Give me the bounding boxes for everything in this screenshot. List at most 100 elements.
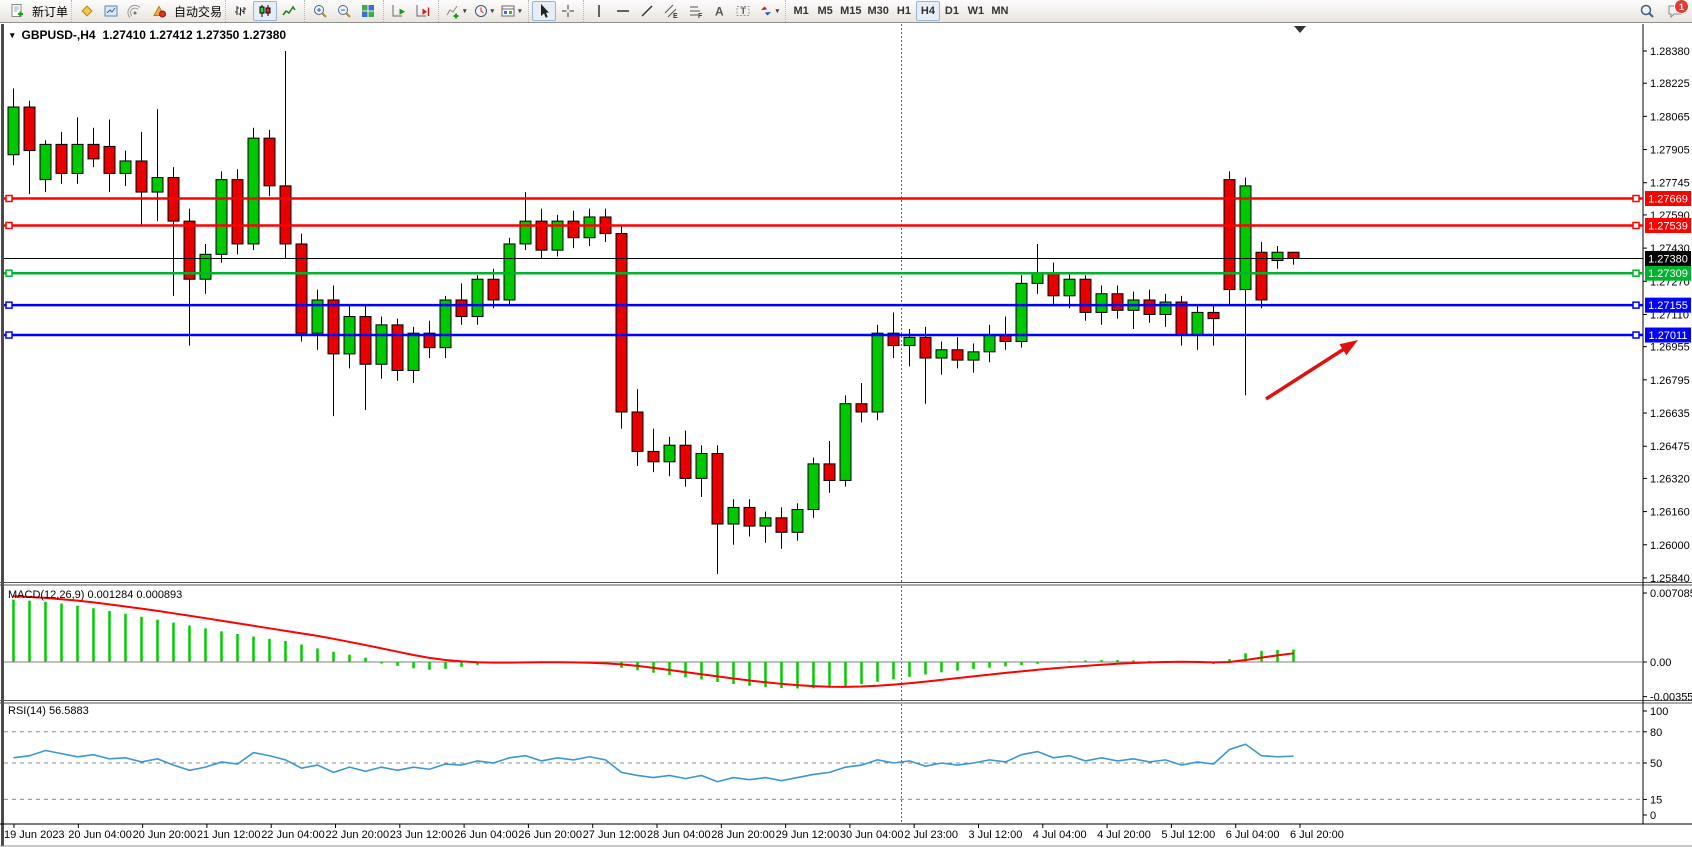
signals-button[interactable] — [123, 1, 147, 21]
line-handle[interactable] — [5, 301, 13, 309]
zoom-out-button[interactable] — [332, 1, 356, 21]
candle-body — [279, 185, 292, 245]
candle-body — [471, 278, 484, 318]
line-handle[interactable] — [1632, 301, 1640, 309]
line-handle[interactable] — [1632, 194, 1640, 203]
rsi-tick-label: 0 — [1650, 810, 1656, 822]
tf-m5-button[interactable]: M5 — [813, 1, 837, 21]
toolbar-group: 自动交易 — [71, 0, 225, 22]
crosshair-button[interactable] — [556, 1, 580, 21]
chart-shift-marker-icon[interactable] — [1294, 26, 1306, 33]
price-tick-label: 1.25840 — [1650, 573, 1690, 585]
candle-body — [711, 452, 724, 525]
candle-body — [791, 509, 804, 533]
candlestick-chart-button[interactable] — [253, 1, 278, 21]
tf-d1-button[interactable]: D1 — [940, 1, 964, 21]
zoom-in-button[interactable] — [308, 1, 332, 21]
line-chart-icon — [282, 5, 296, 16]
tf-mn-button[interactable]: MN — [988, 1, 1012, 21]
trend-arrow-line[interactable] — [1265, 347, 1345, 401]
candle-body — [1111, 293, 1124, 311]
dropdown-arrow-icon[interactable]: ▾ — [775, 7, 780, 15]
channel-button[interactable]: E — [659, 1, 683, 21]
price-line-tag — [1645, 327, 1691, 343]
line-handle[interactable] — [5, 331, 13, 339]
macd-tick-label: 0.007085 — [1650, 588, 1692, 600]
candle-body — [327, 299, 340, 355]
candle-body — [1175, 301, 1188, 336]
tf-m15-button[interactable]: M15 — [837, 1, 864, 21]
candle-body — [487, 278, 500, 301]
toolbar-group: ▾ ▾ ▾ — [438, 0, 528, 22]
trendline-button[interactable] — [635, 1, 659, 21]
metaeditor-button[interactable] — [75, 1, 99, 21]
time-tick-label: 19 Jun 2023 — [4, 829, 65, 841]
price-line-tag-label: 1.27011 — [1649, 330, 1688, 342]
vline-button[interactable] — [587, 1, 611, 21]
notifications-button[interactable]: 1 — [1664, 0, 1689, 21]
indicator-plus-icon — [446, 5, 459, 19]
tf-h1-button[interactable]: H1 — [892, 1, 916, 21]
autotrading-button[interactable] — [147, 1, 171, 21]
candle-body — [951, 349, 964, 361]
dropdown-arrow-icon[interactable]: ▾ — [463, 7, 467, 15]
candle-body — [983, 334, 996, 353]
candle-body — [375, 324, 388, 365]
tf-w1-button[interactable]: W1 — [964, 1, 988, 21]
toolbar-group — [383, 0, 438, 22]
line-handle[interactable] — [5, 221, 13, 230]
tile-windows-button[interactable] — [356, 1, 380, 21]
time-tick-label: 6 Jul 04:00 — [1226, 829, 1280, 841]
hline-button[interactable] — [611, 1, 635, 21]
autotrading-button-label[interactable]: 自动交易 — [174, 4, 223, 19]
candle-body — [647, 450, 660, 463]
text-button[interactable]: A — [707, 1, 731, 21]
candle-body — [967, 351, 980, 361]
dropdown-arrow-icon[interactable]: ▾ — [518, 7, 522, 15]
time-tick-label: 21 Jun 12:00 — [197, 829, 261, 841]
chart-title-dropdown-icon[interactable]: ▾ — [10, 29, 15, 40]
line-handle[interactable] — [1632, 331, 1640, 339]
tf-h4-button[interactable]: H4 — [915, 1, 940, 21]
line-handle[interactable] — [1632, 269, 1640, 277]
rsi-tick-label: 100 — [1650, 706, 1668, 718]
line-handle[interactable] — [1632, 221, 1640, 230]
indicators-button[interactable]: ▾ — [442, 1, 470, 21]
line-chart-button[interactable] — [277, 1, 301, 21]
price-tick-label: 1.26320 — [1650, 473, 1690, 485]
market-watch-button[interactable] — [99, 1, 123, 21]
zoom-out-icon — [338, 5, 351, 18]
label-button[interactable]: T — [731, 1, 755, 21]
bar-chart-button[interactable] — [229, 1, 253, 21]
chart-shift-button[interactable] — [411, 1, 435, 21]
periods-button[interactable]: ▾ — [470, 1, 498, 21]
time-tick-label: 20 Jun 04:00 — [68, 829, 132, 841]
svg-text:F: F — [698, 13, 703, 19]
price-line-tag — [1645, 250, 1691, 266]
candle-body — [1159, 301, 1172, 315]
candle-body — [887, 332, 900, 347]
line-handle[interactable] — [5, 194, 13, 203]
search-button[interactable] — [1636, 1, 1658, 21]
cursor-button[interactable] — [531, 1, 556, 21]
templates-button[interactable]: ▾ — [497, 1, 525, 21]
new-order-button-label[interactable]: 新订单 — [32, 4, 69, 19]
candle-body — [87, 143, 100, 160]
tf-m1-button[interactable]: M1 — [789, 1, 813, 21]
auto-scroll-button[interactable] — [387, 1, 411, 21]
line-handle[interactable] — [5, 269, 13, 277]
dropdown-arrow-icon[interactable]: ▾ — [490, 7, 495, 15]
fibonacci-button[interactable]: F — [683, 1, 707, 21]
main-toolbar: 新订单 自动交易 ▾ ▾ ▾ E F A T ▾ M1 M5 M15 M30 H1 H4 D1 W1 MN 1 — [0, 0, 1692, 23]
new-order-button[interactable] — [5, 1, 29, 21]
macd-tick-label: 0.00 — [1650, 657, 1671, 669]
arrows-button[interactable]: ▾ — [755, 1, 783, 21]
candle-body — [295, 243, 308, 334]
time-tick-label: 28 Jun 20:00 — [711, 829, 775, 841]
trend-arrow-head[interactable] — [1339, 340, 1358, 356]
price-tick-label: 1.26475 — [1650, 441, 1690, 453]
candle-body — [103, 145, 116, 174]
tf-m30-button[interactable]: M30 — [865, 1, 892, 21]
candle-body — [583, 216, 596, 239]
